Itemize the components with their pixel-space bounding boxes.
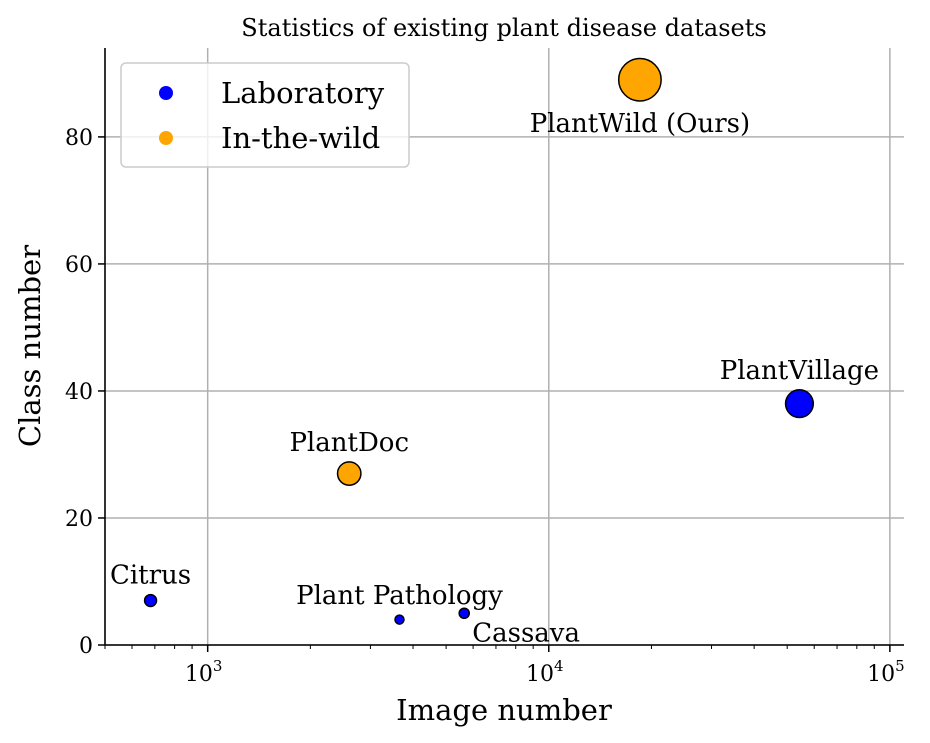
y-axis-label: Class number xyxy=(13,245,47,447)
y-tick-label: 60 xyxy=(65,253,93,278)
data-point xyxy=(394,614,405,625)
data-point xyxy=(617,57,662,102)
y-tick-label: 40 xyxy=(65,380,93,405)
data-point-label: Plant Pathology xyxy=(296,581,503,611)
data-point xyxy=(336,461,362,486)
axis-ticks: 0 20 40 60 80 103 104 105 xyxy=(65,126,905,687)
chart-title: Statistics of existing plant disease dat… xyxy=(241,14,766,42)
data-point-label: Cassava xyxy=(472,618,580,648)
y-tick-label: 80 xyxy=(65,126,93,151)
data-point-labels: Citrus Plant Pathology Cassava PlantDoc Plan… xyxy=(110,109,879,648)
legend-marker xyxy=(159,86,173,100)
data-point xyxy=(784,389,815,419)
data-point xyxy=(143,593,158,608)
data-point-label: PlantDoc xyxy=(289,428,409,458)
data-point-label: Citrus xyxy=(110,561,191,591)
legend: Laboratory In-the-wild xyxy=(120,62,410,168)
data-point xyxy=(458,607,470,620)
y-tick-label: 0 xyxy=(79,634,93,659)
data-point-label: PlantWild (Ours) xyxy=(530,109,750,139)
legend-box xyxy=(120,62,410,168)
legend-marker xyxy=(159,131,173,145)
data-point-label: PlantVillage xyxy=(720,356,879,386)
legend-label: In-the-wild xyxy=(221,121,380,155)
x-tick-label: 105 xyxy=(867,657,905,687)
x-tick-label: 103 xyxy=(185,657,223,687)
x-axis-label: Image number xyxy=(396,693,612,727)
x-tick-label: 104 xyxy=(526,657,564,687)
data-points xyxy=(143,57,815,625)
legend-label: Laboratory xyxy=(221,76,385,110)
y-tick-label: 20 xyxy=(65,507,93,532)
